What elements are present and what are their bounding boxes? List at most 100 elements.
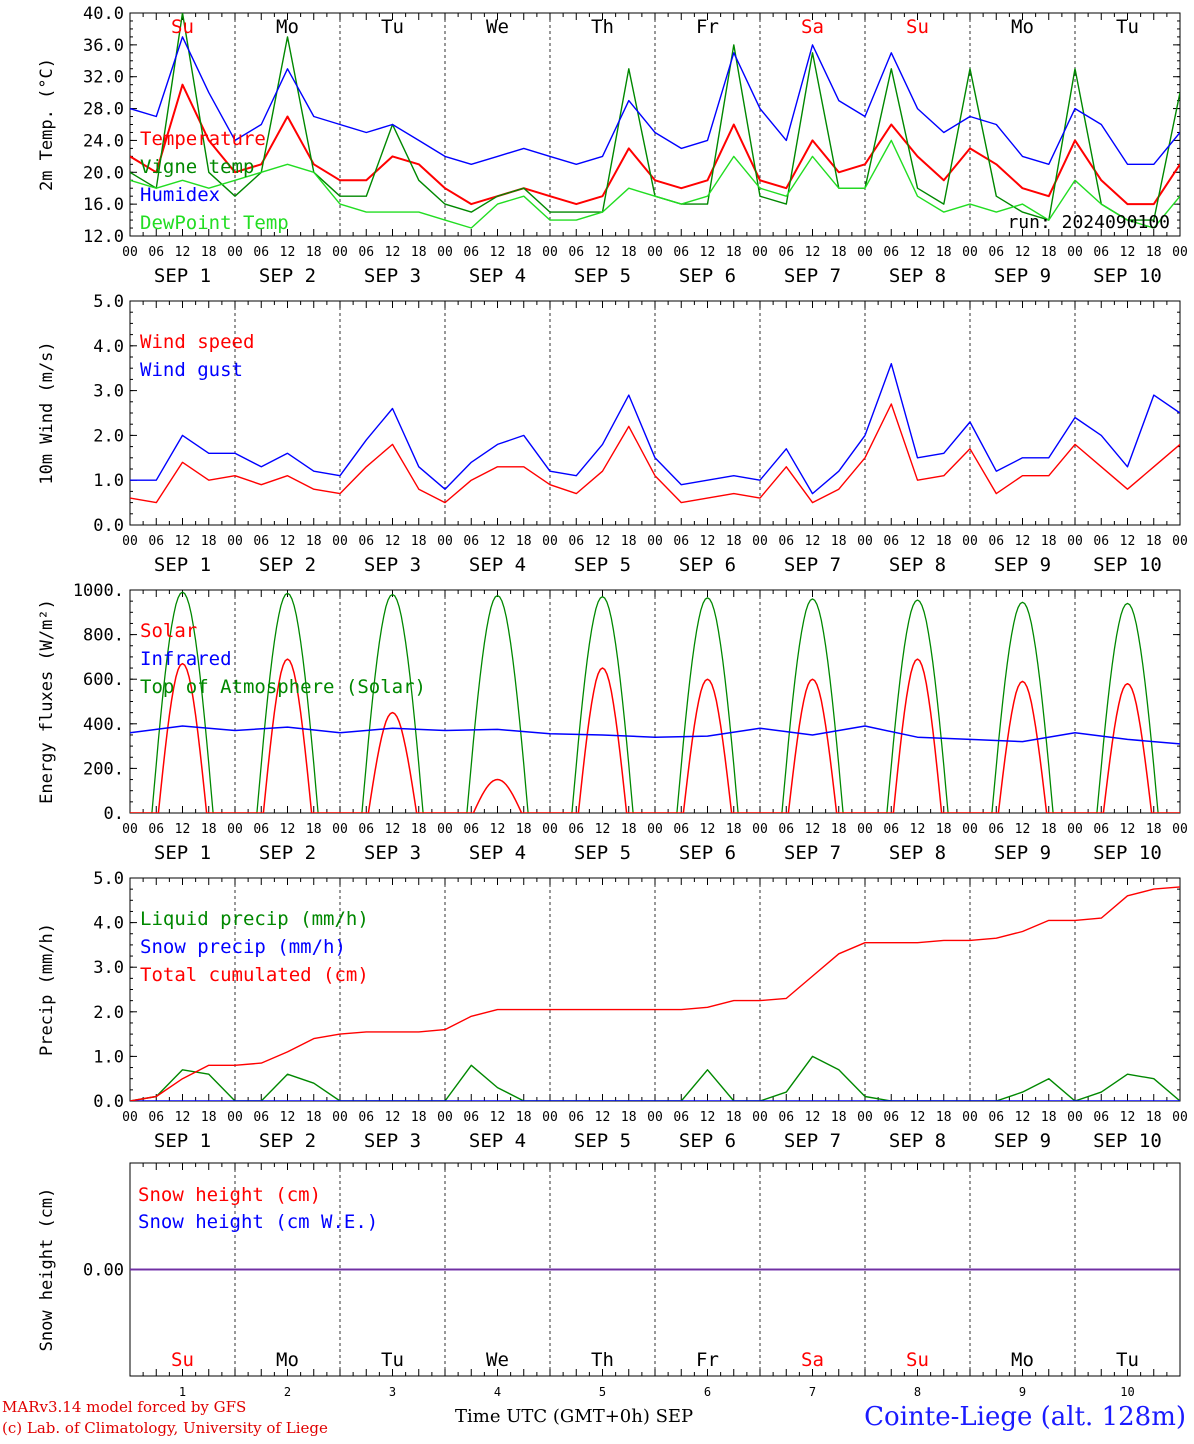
hour-tick-label: 18 <box>201 1110 217 1125</box>
hour-tick-label: 12 <box>385 822 401 837</box>
date-label: SEP 9 <box>994 1130 1051 1152</box>
hour-tick-label: 18 <box>936 822 952 837</box>
date-label: SEP 3 <box>364 842 421 864</box>
hour-tick-label: 06 <box>463 822 479 837</box>
hour-tick-label: 00 <box>962 534 978 549</box>
hour-tick-label: 00 <box>647 1110 663 1125</box>
day-name: Th <box>591 1349 614 1371</box>
date-label: SEP 1 <box>154 554 211 576</box>
panel-1: 12.0 16.0 20.0 24.0 28.0 32.0 36.0 40.0 2m Temp.… <box>37 4 1188 287</box>
hour-tick-label: 00 <box>332 822 348 837</box>
date-label: SEP 9 <box>994 842 1051 864</box>
time-axis-label: Time UTC (GMT+0h) SEP <box>455 1406 694 1427</box>
y-tick-label: 5.0 <box>93 869 124 889</box>
hour-tick-label: 06 <box>253 534 269 549</box>
date-label: SEP 10 <box>1093 1130 1162 1152</box>
hour-tick-label: 12 <box>700 245 716 260</box>
hour-tick-label: 12 <box>805 245 821 260</box>
hour-tick-label: 00 <box>437 534 453 549</box>
hour-tick-label: 00 <box>857 1110 873 1125</box>
hour-tick-label: 00 <box>227 534 243 549</box>
y-axis-label: Energy fluxes (W/m²) <box>37 599 57 804</box>
day-name: Su <box>906 1349 929 1371</box>
panel-frame <box>129 589 1181 814</box>
date-label: SEP 2 <box>259 842 316 864</box>
hour-tick-label: 06 <box>148 822 164 837</box>
legend-entry: DewPoint Temp <box>140 212 289 234</box>
hour-tick-label: 06 <box>463 1110 479 1125</box>
hour-tick-label: 18 <box>936 534 952 549</box>
hour-tick-label: 18 <box>306 1110 322 1125</box>
hour-tick-label: 18 <box>201 534 217 549</box>
date-label: SEP 8 <box>889 265 946 287</box>
hour-tick-label: 12 <box>385 534 401 549</box>
date-label: SEP 8 <box>889 554 946 576</box>
y-tick-label: 2.0 <box>93 1003 124 1023</box>
hour-tick-label: 06 <box>883 245 899 260</box>
hour-tick-label: 06 <box>463 534 479 549</box>
legend-entry: Temperature <box>140 128 266 150</box>
hour-tick-label: 00 <box>542 1110 558 1125</box>
y-tick-label: 800. <box>83 626 124 646</box>
hour-tick-label: 12 <box>595 822 611 837</box>
hour-tick-label: 12 <box>490 534 506 549</box>
date-label: SEP 8 <box>889 1130 946 1152</box>
y-tick-label: 40.0 <box>83 4 124 24</box>
hour-tick-label: 12 <box>280 1110 296 1125</box>
panel-2: 0.0 1.0 2.0 3.0 4.0 5.0 10m Wind (m/s) Wind spe… <box>37 292 1188 576</box>
y-tick-label: 28.0 <box>83 100 124 120</box>
hour-tick-label: 12 <box>175 822 191 837</box>
legend-entry: Snow precip (mm/h) <box>140 936 346 958</box>
hour-tick-label: 18 <box>1146 534 1162 549</box>
run-annotation: run: 2024090100 <box>1007 212 1170 233</box>
day-name: Sa <box>801 1349 824 1371</box>
series-line-3 <box>130 886 1180 1101</box>
y-tick-label: 20.0 <box>83 163 124 183</box>
hour-tick-label: 18 <box>831 534 847 549</box>
date-label: SEP 6 <box>679 842 736 864</box>
hour-tick-label: 12 <box>700 1110 716 1125</box>
hour-tick-label: 12 <box>280 245 296 260</box>
hour-tick-label: 12 <box>595 534 611 549</box>
date-label: SEP 2 <box>259 1130 316 1152</box>
hour-tick-label: 06 <box>358 534 374 549</box>
hour-tick-label: 00 <box>1172 822 1188 837</box>
hour-tick-label: 18 <box>516 1110 532 1125</box>
hour-tick-label: 00 <box>1172 534 1188 549</box>
hour-tick-label: 12 <box>490 245 506 260</box>
lab-credit: (c) Lab. of Climatology, University of L… <box>2 1419 328 1437</box>
hour-tick-label: 06 <box>778 245 794 260</box>
hour-tick-label: 12 <box>280 822 296 837</box>
hour-tick-label: 06 <box>358 1110 374 1125</box>
hour-tick-label: 12 <box>1120 245 1136 260</box>
date-label: SEP 9 <box>994 265 1051 287</box>
series-line-1 <box>130 1055 1180 1101</box>
day-name: Tu <box>1116 1349 1139 1371</box>
y-tick-label: 12.0 <box>83 227 124 247</box>
hour-tick-label: 06 <box>778 534 794 549</box>
hour-tick-label: 12 <box>1120 534 1136 549</box>
day-number: 10 <box>1120 1385 1134 1399</box>
hour-tick-label: 00 <box>1067 1110 1083 1125</box>
hour-tick-label: 18 <box>516 245 532 260</box>
hour-tick-label: 00 <box>752 822 768 837</box>
hour-tick-label: 00 <box>122 822 138 837</box>
series-group <box>130 886 1180 1101</box>
hour-tick-label: 00 <box>437 245 453 260</box>
hour-tick-label: 18 <box>411 1110 427 1125</box>
hour-tick-label: 12 <box>1015 822 1031 837</box>
legend-entry: Total cumulated (cm) <box>140 964 369 986</box>
date-label: SEP 6 <box>679 265 736 287</box>
day-name: Mo <box>1011 16 1034 38</box>
hour-tick-label: 12 <box>805 534 821 549</box>
hour-tick-label: 18 <box>621 822 637 837</box>
hour-tick-label: 06 <box>778 822 794 837</box>
date-label: SEP 10 <box>1093 842 1162 864</box>
hour-tick-label: 06 <box>883 534 899 549</box>
legend-entry: Snow height (cm W.E.) <box>138 1211 378 1233</box>
y-tick-label: 1.0 <box>93 1047 124 1067</box>
panel-4: 0.0 1.0 2.0 3.0 4.0 5.0 Precip (mm/h) Liquid pr… <box>37 869 1188 1152</box>
date-label: SEP 2 <box>259 554 316 576</box>
hour-tick-label: 00 <box>437 1110 453 1125</box>
y-tick-label: 1000. <box>73 581 124 601</box>
